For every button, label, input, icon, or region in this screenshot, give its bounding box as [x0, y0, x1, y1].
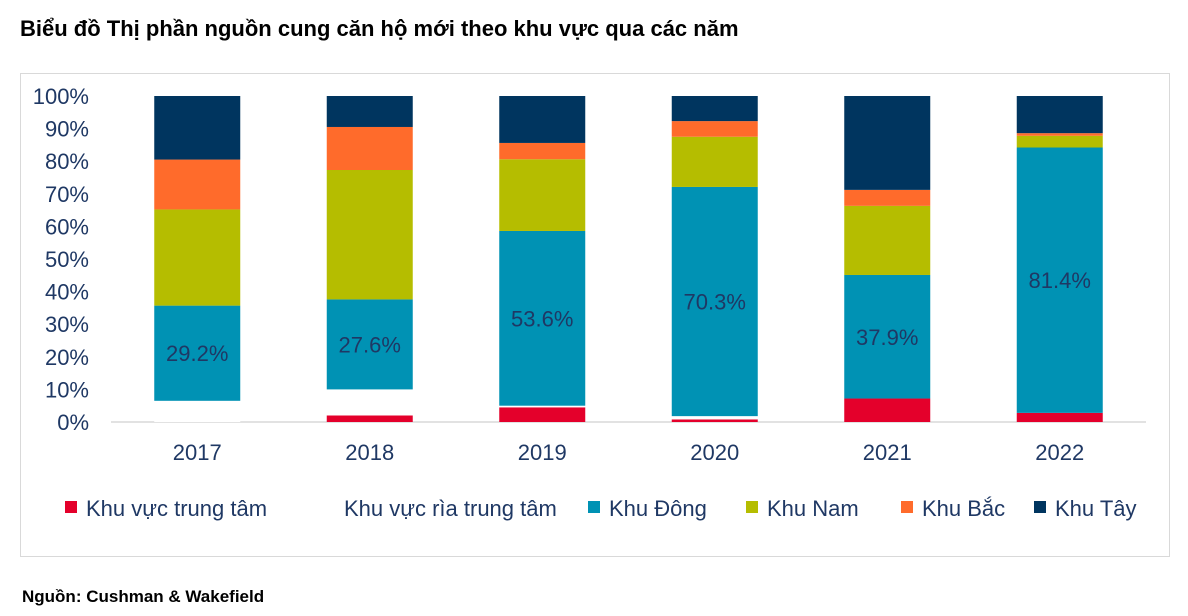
- y-tick-label: 30%: [45, 312, 89, 337]
- bar-segment: [844, 398, 931, 422]
- legend-swatch: [65, 501, 77, 513]
- y-tick-label: 60%: [45, 214, 89, 239]
- bar-segment: [671, 186, 758, 417]
- bar-segment: [1016, 412, 1103, 422]
- y-axis-tick-labels: 0% 10% 20% 30% 40% 50% 60% 70% 80% 90% 100%: [33, 84, 89, 435]
- x-category-label: 2020: [690, 440, 739, 465]
- data-label: 81.4%: [1029, 268, 1091, 293]
- bar-segment: [671, 96, 758, 122]
- bar-segment: [326, 126, 413, 171]
- legend-label: Khu Đông: [609, 496, 707, 521]
- y-tick-label: 0%: [57, 410, 89, 435]
- y-tick-label: 70%: [45, 182, 89, 207]
- bar-segment: [499, 159, 586, 231]
- legend-label: Khu Tây: [1055, 496, 1137, 521]
- bar-segment: [154, 305, 241, 401]
- legend-swatch: [746, 501, 758, 513]
- bar-segment: [1016, 147, 1103, 413]
- legend-swatch: [588, 501, 600, 513]
- stacked-bar-chart: 0%10%20%30%40%50%60%70%80%90%100% 29.2% 2…: [33, 84, 1146, 521]
- data-label: 37.9%: [856, 325, 918, 350]
- bar-segment: [1016, 135, 1103, 148]
- bar-segment: [154, 209, 241, 306]
- legend-label: Khu vực rìa trung tâm: [344, 496, 557, 521]
- y-tick-label: 40%: [45, 280, 89, 305]
- bar-segment: [844, 274, 931, 399]
- bar-segment: [326, 299, 413, 390]
- data-label: 27.6%: [339, 332, 401, 357]
- legend-label: Khu Bắc: [922, 496, 1005, 521]
- bar-segment: [499, 96, 586, 143]
- legend-swatch: [1034, 501, 1046, 513]
- bar-segments: [154, 96, 1103, 422]
- bar-segment: [1016, 96, 1103, 134]
- legend-label: Khu vực trung tâm: [86, 496, 267, 521]
- x-category-label: 2017: [173, 440, 222, 465]
- x-category-label: 2021: [863, 440, 912, 465]
- y-tick-label: 100%: [33, 84, 89, 109]
- x-category-label: 2022: [1035, 440, 1084, 465]
- bar-segment: [499, 405, 586, 408]
- bar-segment: [154, 400, 241, 422]
- bar-segment: [499, 407, 586, 422]
- bar-segment: [1016, 133, 1103, 136]
- bar-segment: [499, 142, 586, 160]
- x-axis-category-labels: 2017 2018 2019 2020 2021 2022: [173, 440, 1084, 465]
- bar-segment: [671, 419, 758, 422]
- x-category-label: 2019: [518, 440, 567, 465]
- y-tick-label: 90%: [45, 117, 89, 142]
- chart-frame: 0% 10% 20% 30% 40% 50% 60% 70% 80% 90% 100% 29.2% 2…: [20, 73, 1170, 557]
- bar-segment: [326, 96, 413, 127]
- bar-segment: [671, 121, 758, 137]
- bar-segment: [671, 136, 758, 187]
- y-tick-label: 10%: [45, 377, 89, 402]
- y-tick-label: 20%: [45, 345, 89, 370]
- source-note: Nguồn: Cushman & Wakefield: [22, 587, 265, 606]
- legend-swatch: [901, 501, 913, 513]
- bar-segment: [154, 159, 241, 210]
- data-label: 29.2%: [166, 341, 228, 366]
- bar-segment: [844, 189, 931, 206]
- bar-segment: [326, 170, 413, 300]
- data-label: 53.6%: [511, 306, 573, 331]
- bar-segment: [154, 96, 241, 160]
- y-tick-label: 50%: [45, 247, 89, 272]
- data-labels: 29.2% 27.6% 53.6% 70.3% 37.9% 81.4%: [166, 268, 1091, 366]
- x-category-label: 2018: [345, 440, 394, 465]
- bar-segment: [499, 230, 586, 406]
- legend-label: Khu Nam: [767, 496, 859, 521]
- bar-segment: [844, 205, 931, 275]
- bar-segment: [326, 415, 413, 422]
- bar-segment: [844, 96, 931, 190]
- bar-segment: [671, 416, 758, 420]
- chart-title: Biểu đồ Thị phần nguồn cung căn hộ mới t…: [20, 16, 739, 41]
- legend: Khu vực trung tâm Khu vực rìa trung tâm Kh…: [65, 496, 1137, 521]
- y-tick-label: 80%: [45, 149, 89, 174]
- data-label: 70.3%: [684, 290, 746, 315]
- bar-segment: [326, 389, 413, 416]
